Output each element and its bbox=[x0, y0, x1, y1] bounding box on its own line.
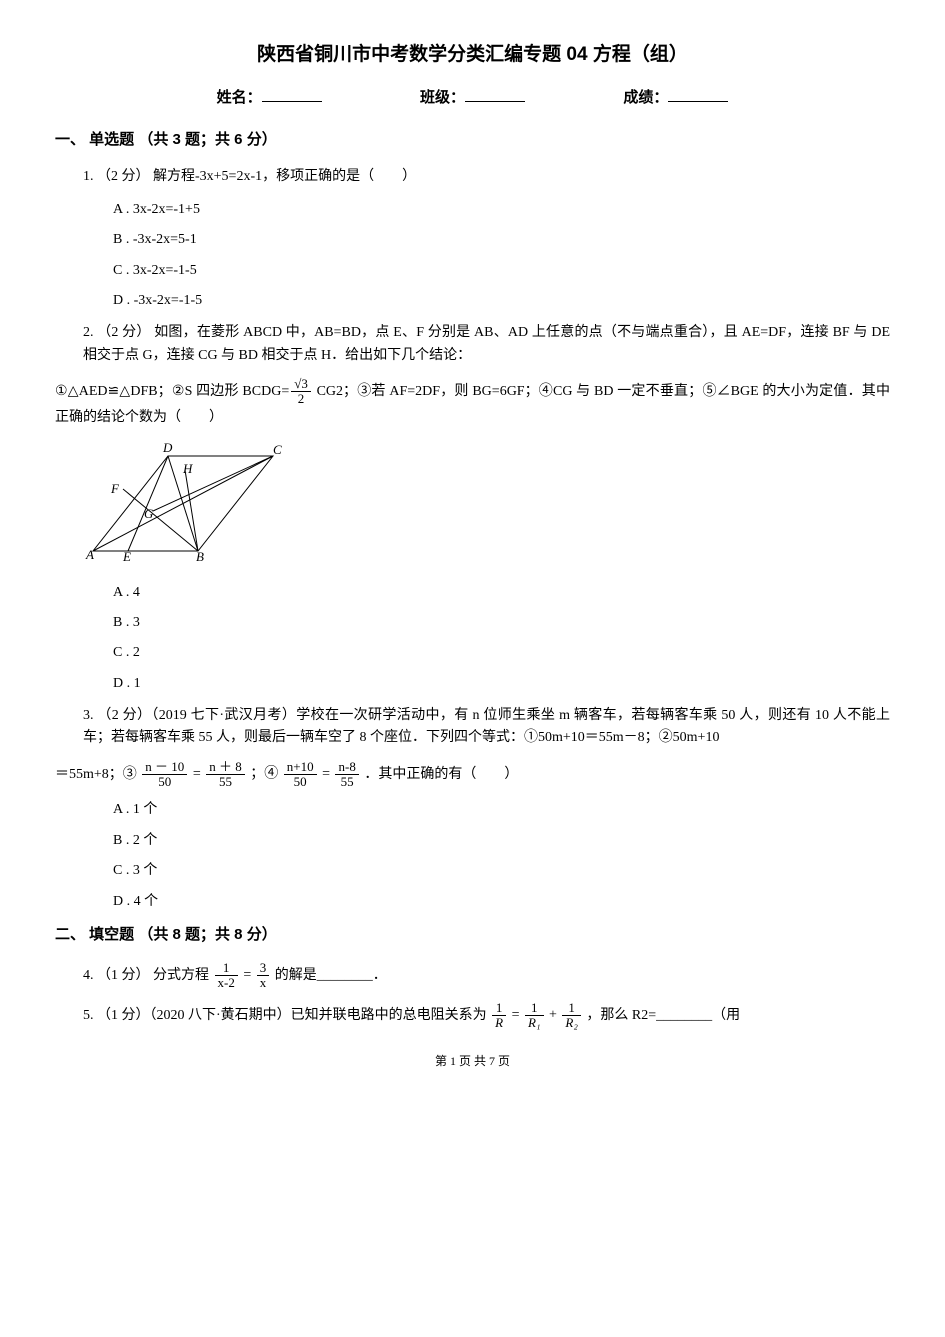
section-2-heading: 二、 填空题 （共 8 题；共 8 分） bbox=[55, 923, 890, 947]
svg-text:G: G bbox=[144, 506, 154, 521]
q1-opt-c: C . 3x-2x=-1-5 bbox=[113, 260, 890, 282]
svg-text:H: H bbox=[182, 461, 193, 476]
q5-frac-3: 1R₂ bbox=[562, 1001, 580, 1031]
q3-f4n: n-8 bbox=[335, 760, 358, 775]
svg-text:D: D bbox=[162, 441, 173, 455]
q4: 4. （1 分） 分式方程 1x-2 = 3x 的解是________． bbox=[83, 961, 890, 991]
q2-stem: 2. （2 分） 如图，在菱形 ABCD 中，AB=BD，点 E、F 分别是 A… bbox=[83, 322, 890, 367]
q4-f1n: 1 bbox=[215, 961, 238, 976]
q2-cont-pre: ①△AED≌△DFB；②S 四边形 BCDG= bbox=[55, 384, 289, 399]
score-blank bbox=[668, 88, 728, 102]
q3-continuation: ＝55m+8；③ n － 1050 = n ＋ 855 ；④ n+1050 = … bbox=[55, 760, 890, 790]
q5-post: ，那么 R2=________（用 bbox=[586, 1008, 740, 1023]
svg-text:A: A bbox=[85, 547, 94, 561]
q4-pre: 4. （1 分） 分式方程 bbox=[83, 968, 209, 983]
q3-opt-a: A . 1 个 bbox=[113, 799, 890, 821]
q4-f2d: x bbox=[257, 976, 270, 990]
q4-frac-2: 3x bbox=[257, 961, 270, 991]
q3-f3d: 50 bbox=[284, 775, 317, 789]
header-fields: 姓名： 班级： 成绩： bbox=[55, 86, 890, 110]
q5: 5. （1 分）（2020 八下·黄石期中）已知并联电路中的总电阻关系为 1R … bbox=[83, 1001, 890, 1031]
q5-frac-2: 1R₁ bbox=[525, 1001, 543, 1031]
q2-opt-b: B . 3 bbox=[113, 612, 890, 634]
svg-text:F: F bbox=[110, 481, 120, 496]
q3-frac-2: n ＋ 855 bbox=[206, 760, 245, 790]
svg-text:E: E bbox=[122, 549, 131, 561]
page-title: 陕西省铜川市中考数学分类汇编专题 04 方程（组） bbox=[55, 40, 890, 70]
class-label: 班级： bbox=[420, 86, 465, 110]
q3-f1n: n － 10 bbox=[142, 760, 187, 775]
q2-frac-den: 2 bbox=[291, 392, 311, 406]
q3-f2n: n ＋ 8 bbox=[206, 760, 245, 775]
q3-opt-d: D . 4 个 bbox=[113, 891, 890, 913]
q5-f3n: 1 bbox=[562, 1001, 580, 1016]
name-blank bbox=[262, 88, 322, 102]
svg-text:B: B bbox=[196, 549, 204, 561]
q2-opt-d: D . 1 bbox=[113, 673, 890, 695]
q2-diagram: A E B C D F G H bbox=[83, 441, 890, 569]
q3-f2d: 55 bbox=[206, 775, 245, 789]
q3-f3n: n+10 bbox=[284, 760, 317, 775]
q3-frac-4: n-855 bbox=[335, 760, 358, 790]
q3-cont-post: ．其中正确的有（ ） bbox=[364, 767, 518, 782]
q5-pre: 5. （1 分）（2020 八下·黄石期中）已知并联电路中的总电阻关系为 bbox=[83, 1008, 490, 1023]
score-label: 成绩： bbox=[623, 86, 668, 110]
q4-f2n: 3 bbox=[257, 961, 270, 976]
q5-f3d: R₂ bbox=[562, 1016, 580, 1030]
page-footer: 第 1 页 共 7 页 bbox=[55, 1052, 890, 1071]
q3-eq2: = bbox=[322, 766, 333, 781]
q2-frac-num: √3 bbox=[291, 377, 311, 392]
q3-frac-1: n － 1050 bbox=[142, 760, 187, 790]
q5-f2n: 1 bbox=[525, 1001, 543, 1016]
q1-opt-d: D . -3x-2x=-1-5 bbox=[113, 290, 890, 312]
name-label: 姓名： bbox=[217, 86, 262, 110]
class-blank bbox=[465, 88, 525, 102]
q5-f1d: R bbox=[492, 1016, 506, 1030]
q3-eq1: = bbox=[193, 766, 204, 781]
q3-f4d: 55 bbox=[335, 775, 358, 789]
q2-opt-a: A . 4 bbox=[113, 582, 890, 604]
q3-mid: ；④ bbox=[250, 766, 282, 781]
q4-eq: = bbox=[243, 968, 254, 983]
q3-f1d: 50 bbox=[142, 775, 187, 789]
q5-frac-1: 1R bbox=[492, 1001, 506, 1031]
q1-stem: 1. （2 分） 解方程-3x+5=2x-1，移项正确的是（ ） bbox=[83, 166, 890, 188]
q3-frac-3: n+1050 bbox=[284, 760, 317, 790]
q4-post: 的解是________． bbox=[275, 968, 387, 983]
q3-opt-b: B . 2 个 bbox=[113, 830, 890, 852]
q5-eq1: = bbox=[512, 1007, 523, 1022]
q2-opt-c: C . 2 bbox=[113, 642, 890, 664]
q3-cont-pre: ＝55m+8；③ bbox=[55, 767, 140, 782]
q5-f2d: R₁ bbox=[525, 1016, 543, 1030]
q2-fraction: √32 bbox=[291, 377, 311, 407]
q2-continuation: ①△AED≌△DFB；②S 四边形 BCDG=√32 CG2；③若 AF=2DF… bbox=[55, 377, 890, 429]
q4-f1d: x-2 bbox=[215, 976, 238, 990]
q5-f1n: 1 bbox=[492, 1001, 506, 1016]
q3-stem: 3. （2 分）（2019 七下·武汉月考）学校在一次研学活动中，有 n 位师生… bbox=[83, 705, 890, 750]
svg-text:C: C bbox=[273, 442, 282, 457]
q3-opt-c: C . 3 个 bbox=[113, 860, 890, 882]
q1-opt-a: A . 3x-2x=-1+5 bbox=[113, 199, 890, 221]
q4-frac-1: 1x-2 bbox=[215, 961, 238, 991]
section-1-heading: 一、 单选题 （共 3 题；共 6 分） bbox=[55, 128, 890, 152]
q5-plus: + bbox=[549, 1007, 560, 1022]
q1-opt-b: B . -3x-2x=5-1 bbox=[113, 229, 890, 251]
